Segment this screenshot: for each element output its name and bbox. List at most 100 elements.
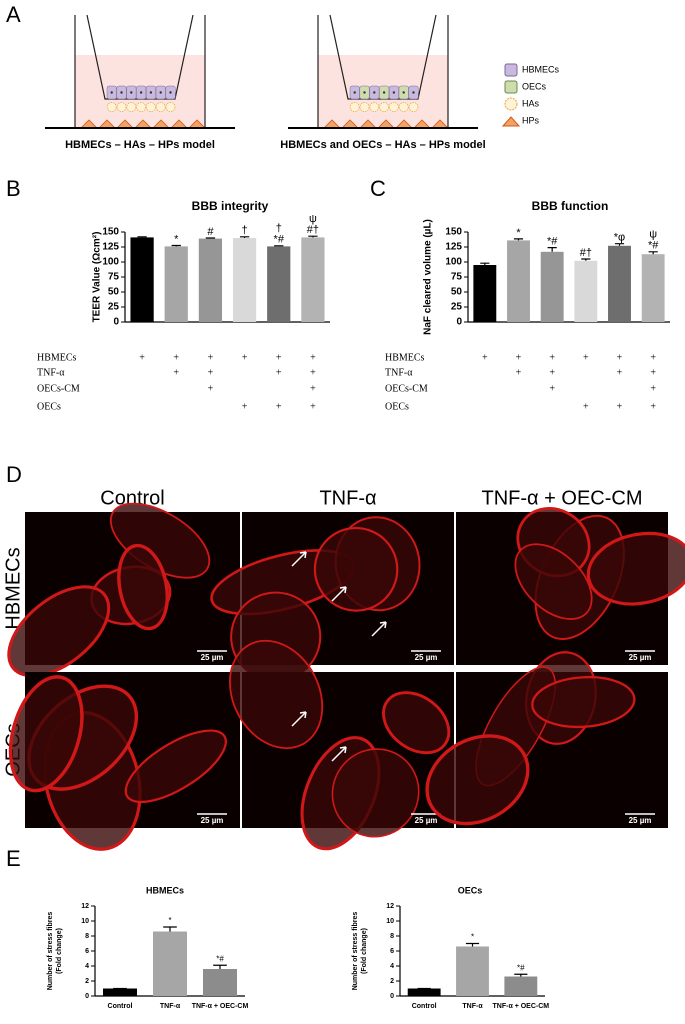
- cell-shape: [124, 729, 227, 804]
- legend-icon: [501, 116, 521, 127]
- arrow: [291, 551, 307, 567]
- nucleus: [353, 91, 356, 94]
- cell-shape: [382, 691, 451, 755]
- nucleus: [120, 91, 123, 94]
- significance-mark: #†: [580, 247, 592, 259]
- bar: [153, 931, 187, 996]
- astrocyte: [359, 102, 370, 112]
- condition-mark: +: [650, 352, 656, 363]
- bar: [507, 240, 530, 322]
- bar: [456, 946, 489, 996]
- chart-title: BBB function: [532, 199, 609, 213]
- y-axis-label: TEER Value (Ωcm²): [92, 232, 103, 323]
- y-tick-label: 75: [451, 272, 463, 283]
- astrocyte: [136, 102, 146, 112]
- x-tick-label: Control: [412, 1003, 437, 1010]
- bar: [473, 265, 497, 322]
- condition-mark: +: [242, 401, 248, 412]
- condition-mark: +: [276, 367, 282, 378]
- panel-letter: D: [6, 462, 22, 487]
- cell-shape: [531, 675, 636, 729]
- nucleus: [392, 91, 396, 94]
- y-tick-label: 4: [85, 963, 89, 970]
- legend-icon: [504, 80, 518, 94]
- astrocyte: [398, 102, 409, 112]
- condition-mark: +: [549, 352, 555, 363]
- model-label: HBMECs and OECs – HAs – HPs model: [280, 139, 485, 151]
- y-tick-label: 50: [108, 287, 120, 298]
- y-tick-label: 50: [451, 287, 463, 298]
- well: [74, 15, 206, 128]
- y-tick-label: 8: [390, 933, 394, 940]
- y-tick-label: 25: [108, 302, 120, 313]
- significance-mark: *φ: [614, 232, 625, 244]
- condition-label: OECs: [385, 401, 409, 412]
- panel-letter: C: [370, 176, 386, 201]
- error-bar: [614, 243, 625, 246]
- legend-label: HAs: [522, 98, 540, 108]
- condition-mark: +: [617, 401, 623, 412]
- condition-label: HBMECs: [385, 352, 425, 363]
- significance-mark: *#: [216, 954, 224, 963]
- y-tick-label: 100: [445, 257, 462, 268]
- error-bar: [213, 964, 227, 969]
- condition-mark: +: [650, 383, 656, 394]
- nucleus: [159, 91, 162, 94]
- error-bar: [513, 238, 524, 241]
- chart-title: HBMECs: [146, 885, 184, 895]
- condition-mark: +: [650, 367, 656, 378]
- condition-mark: +: [549, 383, 555, 394]
- cell-shape: [228, 639, 324, 750]
- cell-shape: [586, 531, 685, 606]
- arrow: [331, 586, 347, 602]
- y-tick-label: 0: [113, 317, 119, 328]
- error-bar: [480, 262, 490, 265]
- significance-mark: *#: [547, 236, 558, 248]
- nucleus: [373, 91, 376, 94]
- bar: [608, 245, 631, 322]
- column-label: TNF-α: [319, 487, 376, 509]
- scale-bar-label: 25 µm: [201, 653, 224, 662]
- condition-mark: +: [173, 367, 179, 378]
- condition-label: HBMECs: [37, 352, 77, 363]
- arrow: [331, 746, 347, 762]
- astrocyte: [369, 102, 380, 112]
- condition-mark: +: [242, 352, 248, 363]
- bar: [504, 976, 538, 996]
- scale-bar-label: 25 µm: [201, 816, 224, 825]
- significance-mark: †: [242, 225, 248, 237]
- y-tick-label: 100: [102, 257, 119, 268]
- legend-label: HBMECs: [522, 64, 560, 74]
- significance-mark: ψ: [649, 229, 657, 241]
- condition-mark: +: [482, 352, 488, 363]
- condition-mark: +: [583, 401, 589, 412]
- bar: [574, 260, 598, 322]
- row-label: HBMECs: [2, 547, 24, 629]
- nucleus: [149, 91, 153, 94]
- y-tick-label: 75: [108, 272, 120, 283]
- astrocyte: [389, 102, 399, 112]
- x-tick-label: Control: [108, 1003, 133, 1010]
- y-axis-label: Number of stress fibres: [352, 912, 359, 991]
- well: [317, 15, 449, 128]
- y-tick-label: 0: [390, 993, 394, 1000]
- significance-mark: #†: [307, 224, 319, 236]
- condition-mark: +: [208, 383, 214, 394]
- error-bar: [274, 245, 284, 247]
- y-tick-label: 10: [386, 918, 394, 925]
- bar: [267, 246, 291, 322]
- x-tick-label: TNF-α: [462, 1003, 483, 1010]
- astrocyte: [116, 102, 127, 112]
- nucleus: [130, 91, 133, 94]
- error-bar: [239, 236, 250, 238]
- condition-label: OECs-CM: [37, 383, 80, 394]
- condition-mark: +: [276, 401, 282, 412]
- bar: [407, 988, 441, 996]
- significance-mark: †: [276, 223, 282, 235]
- condition-mark: +: [583, 352, 589, 363]
- bar: [198, 238, 223, 322]
- cell-shape: [7, 585, 111, 678]
- cell-shape: [313, 526, 399, 612]
- y-tick-label: 125: [102, 242, 119, 253]
- chart-title: OECs: [458, 885, 483, 895]
